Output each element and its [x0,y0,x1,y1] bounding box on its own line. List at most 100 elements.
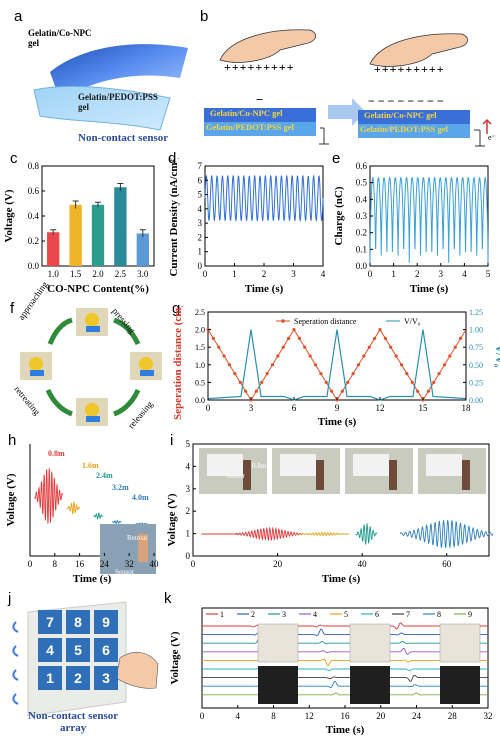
keypad-key-4[interactable]: 4 [38,638,62,662]
bar-1.0 [47,232,60,266]
chart-c-xtick-label: 1.0 [48,269,60,279]
chart-d-xtick-label: 0 [203,269,208,279]
chart-k-legend-label-8: 8 [437,610,441,619]
panel-label-k: k [164,590,172,607]
legend-label-separation: Seperation distance [294,317,357,326]
chart-d-xtick-label: 3 [291,269,296,279]
chart-k-legend-label-6: 6 [375,610,379,619]
separation-point [346,380,350,384]
separation-point [313,363,318,367]
electron-label: e⁻ [488,133,496,142]
separation-point [437,372,441,376]
separation-point [426,389,430,393]
separation-point [308,354,312,358]
chart-d-xlabel: Time (s) [245,283,284,295]
minus-sign-left: − [256,92,264,107]
panel-label-e: e [332,150,341,167]
chart-g-ytick-label: 2.0 [195,326,205,335]
chart-g-ylabel: Seperation distance (cm) [172,306,184,420]
chart-i-ylabel: Voltage (V) [166,493,178,546]
separation-point [378,328,382,332]
chart-k-legend-label-3: 3 [282,610,286,619]
chart-e-ytick-label: 0.3 [356,211,368,221]
chart-h-distance-label: 1.6m [82,461,99,470]
chart-g-ytick-label: 0.0 [195,396,205,405]
arrow-retreating [45,388,73,417]
chart-h-xtick-label: 24 [100,559,110,569]
separation-point [405,372,409,376]
separation-point [211,336,215,340]
panel-b: +++++++++ +++++++++ − − − − − − − − − Ge… [200,20,500,150]
chart-c-xtick-label: 3.0 [137,269,149,279]
chart-e-ytick-label: 0.2 [356,228,367,238]
chart-i-xtick-label: 60 [442,559,452,569]
chart-g-ytick-label: 0.5 [195,378,205,387]
chart-d-ytick-label: 6 [198,175,203,185]
chart-e-xtick-label: 3 [439,269,444,279]
chart-k-xtick-label: 28 [448,711,458,721]
chart-e-xtick-label: 2 [415,269,420,279]
chart-c-xtick-label: 2.5 [115,269,127,279]
keypad-key-1[interactable]: 1 [38,666,62,690]
keypad-key-8[interactable]: 8 [66,610,90,634]
chart-i-photo-screen-3 [426,454,462,476]
chart-g-xtick-label: 18 [462,403,472,413]
chart-e-ytick-label: 0.4 [356,194,368,204]
chart-k-inset-grid-0 [257,623,299,663]
separation-point [383,336,387,340]
chart-i-xtick-label: 0 [191,559,196,569]
keypad-key-2[interactable]: 2 [66,666,90,690]
chart-k-ylabel: Voltage (V) [169,631,181,684]
chart-d-ytick-label: 1 [198,247,203,257]
left-gel-top-label: Gelatin/Co-NPC gel [210,108,283,118]
chart-d-xtick-label: 1 [232,269,237,279]
chart-h-distance-label: 0.8m [48,449,65,458]
chart-d-xtick-label: 2 [262,269,267,279]
pedot-gel-layer [33,85,171,131]
chart-e-xtick-label: 5 [486,269,491,279]
chart-k-legend-label-2: 2 [251,610,255,619]
chart-i-frame [192,443,490,557]
chart-e-xtick-label: 1 [391,269,396,279]
co-npc-gel-layer [50,44,188,100]
keypad-key-6[interactable]: 6 [94,638,118,662]
chart-i-ytick-label: 5 [186,439,191,449]
chart-i-ytick-label: 2 [186,506,191,516]
h-photo-text-retreat: Retreat [127,534,148,542]
chart-g-xtick-label: 0 [206,403,211,413]
chart-h-xtick-label: 8 [53,559,58,569]
chart-d-xtick-label: 4 [321,269,326,279]
chart-e-xtick-label: 0 [368,269,373,279]
separation-point [217,345,221,349]
keypad-key-9[interactable]: 9 [94,610,118,634]
separation-point [330,389,334,393]
transition-arrow [328,98,366,126]
chart-k-xtick-label: 8 [271,711,276,721]
top-layer-label: Gelatin/Co-NPC gel [28,28,92,48]
keypad-key-5[interactable]: 5 [66,638,90,662]
chart-g-ytick-label: 1.25 [469,308,483,317]
chart-h-distance-label: 4.0m [132,493,149,502]
chart-h-burst-2 [93,512,104,520]
right-gel-top [358,110,470,124]
chart-i-ytick-label: 0 [186,551,191,561]
chart-d-current-density: 0 1 2 3 4 0 1 2 3 4 5 6 7 Time (s) Current Density (nA… [168,158,326,295]
chart-c-xtick-label: 2.0 [92,269,104,279]
right-gel-bottom [358,124,470,138]
chart-c-xlabel: CO-NPC Content(%) [47,283,149,295]
chart-k-xlabel: Time (s) [326,724,365,736]
chart-k-inset-photo-2 [440,666,480,704]
chart-i-burst-2 [355,522,378,546]
separation-point [222,354,226,358]
chart-e-ylabel: Charge (nC) [333,186,345,245]
panel-label-d: d [168,150,177,167]
cycle-illustration [20,308,162,426]
keypad-key-3[interactable]: 3 [94,666,118,690]
keypad-key-7[interactable]: 7 [38,610,62,634]
electron-flow-arrow [482,118,492,134]
chart-i-ytick-label: 3 [186,484,191,494]
separation-point [362,354,366,358]
